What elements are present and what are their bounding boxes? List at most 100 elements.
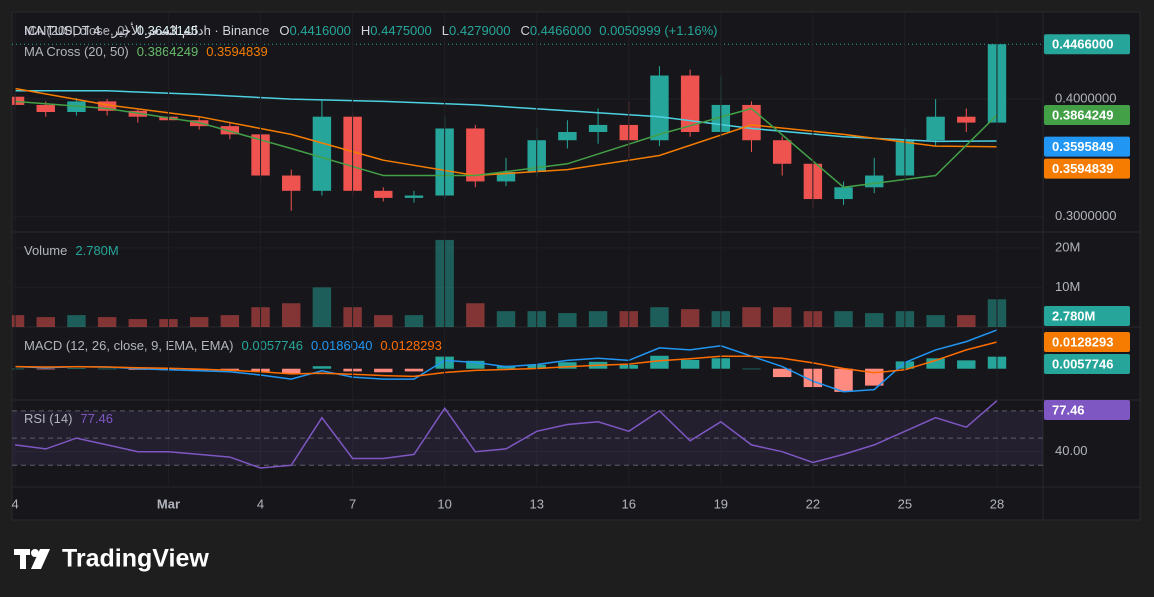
volume-bar <box>772 307 792 327</box>
macd-histogram-bar <box>312 366 332 369</box>
panel-plot <box>12 400 1043 469</box>
price-label: 0.4466000 <box>1052 37 1113 52</box>
candle-body <box>772 140 792 164</box>
legend-value: 0.3864249 <box>137 44 198 59</box>
macd-histogram-bar <box>957 360 976 369</box>
volume-bar <box>466 303 485 327</box>
volume-bar <box>128 319 148 327</box>
volume-bar <box>282 303 301 327</box>
y-tick-label: 0.4000000 <box>1055 90 1116 105</box>
macd-histogram-bar <box>466 360 485 369</box>
ohlc-value: 0.4279000 <box>449 23 510 38</box>
macd-histogram-bar <box>926 358 945 369</box>
price-label-box <box>1044 105 1130 126</box>
price-label-box <box>1044 400 1130 420</box>
x-tick-label: 13 <box>529 496 543 511</box>
price-label: 2.780M <box>1052 308 1095 323</box>
volume-bar <box>404 315 424 327</box>
x-tick-label: 7 <box>349 496 356 511</box>
macd-histogram-bar <box>374 368 393 373</box>
candle-body <box>834 187 853 200</box>
x-tick-label: Mar <box>157 496 180 511</box>
price-label-box <box>1044 158 1130 179</box>
ohlc-key: H <box>361 23 370 38</box>
legend-value: 0.3594839 <box>206 44 267 59</box>
ohlc-value: 0.4416000 <box>289 23 350 38</box>
candle-body <box>282 175 301 191</box>
candle-body <box>680 75 700 132</box>
volume-bar <box>865 313 884 327</box>
ohlc-key: L <box>442 23 449 38</box>
price-label-box <box>1044 136 1130 157</box>
candle-body <box>36 104 55 112</box>
symbol: ICNTUSDT 4 · دائم السعر الأخيرh · Binanc… <box>24 22 269 39</box>
price-label-box <box>1044 331 1130 352</box>
legend-value: 0.0057746 <box>242 338 303 353</box>
x-tick-label: 10 <box>437 496 451 511</box>
legend-name: RSI (14) <box>24 411 72 426</box>
macd-histogram-bar <box>742 368 761 370</box>
legend-value: 77.46 <box>80 411 113 426</box>
macd-histogram-bar <box>680 359 700 369</box>
legend-name: MACD (12, 26, close, 9, EMA, EMA) <box>24 338 234 353</box>
candle-body <box>496 172 516 182</box>
indicator-legend: RSI (14) 77.46 <box>24 411 113 426</box>
macd-histogram-bar <box>558 362 577 369</box>
volume-bar <box>189 317 209 327</box>
rsi-line <box>15 400 998 469</box>
volume-bar <box>926 315 945 327</box>
legend-name: MA Cross (20, 50) <box>24 44 129 59</box>
x-tick-label: 28 <box>990 496 1004 511</box>
moving-average-line <box>15 100 998 189</box>
signal-line <box>15 341 998 378</box>
candle-body <box>926 116 945 141</box>
macd-histogram-bar <box>772 368 792 378</box>
ohlc-key: O <box>279 23 289 38</box>
macd-line <box>15 329 998 393</box>
brand-name: TradingView <box>62 545 209 573</box>
volume-bar <box>834 311 853 327</box>
volume-bar <box>220 315 240 327</box>
volume-bar <box>12 315 25 327</box>
candle-body <box>957 116 976 123</box>
candle-body <box>312 116 332 191</box>
chart-header: ICNTUSDT 4 · دائم السعر الأخيرh · Binanc… <box>24 22 717 39</box>
macd-histogram-bar <box>834 368 853 392</box>
price-label: 0.0057746 <box>1052 356 1113 371</box>
candle-body <box>558 132 577 141</box>
chart-frame <box>11 11 1141 521</box>
volume-bar <box>312 287 332 327</box>
price-label: 0.3864249 <box>1052 107 1113 122</box>
panel-plot <box>12 43 1007 211</box>
x-tick-label: 4 <box>257 496 264 511</box>
x-tick-label: 4 <box>11 496 18 511</box>
y-tick-label: 20M <box>1055 239 1080 254</box>
y-tick-label: 40.00 <box>1055 443 1088 458</box>
volume-bar <box>97 317 117 327</box>
macd-histogram-bar <box>97 368 117 370</box>
price-label: 0.3594839 <box>1052 161 1113 176</box>
candle-body <box>650 75 669 141</box>
volume-bar <box>36 317 55 327</box>
candle-body <box>12 96 25 105</box>
logo-dot <box>31 549 39 557</box>
volume-bar <box>67 315 86 327</box>
price-label-box <box>1044 353 1130 374</box>
macd-histogram-bar <box>282 368 301 374</box>
volume-bar <box>588 311 608 327</box>
x-tick-label: 25 <box>898 496 912 511</box>
indicator-legend: MACD (12, 26, close, 9, EMA, EMA) 0.00577… <box>24 338 442 353</box>
volume-bar <box>558 313 577 327</box>
y-tick-label: 0.3000000 <box>1055 208 1116 223</box>
brand-logo <box>14 549 50 569</box>
x-tick-label: 19 <box>714 496 728 511</box>
macd-histogram-bar <box>650 355 669 369</box>
macd-histogram-bar <box>12 368 25 370</box>
volume-bar <box>742 307 761 327</box>
legend-value: 2.780M <box>75 243 118 258</box>
price-label-box <box>1044 305 1130 326</box>
volume-bar <box>680 309 700 327</box>
legend-value: 0.3643145 <box>137 23 198 38</box>
legend-value: 0.0128293 <box>380 338 441 353</box>
